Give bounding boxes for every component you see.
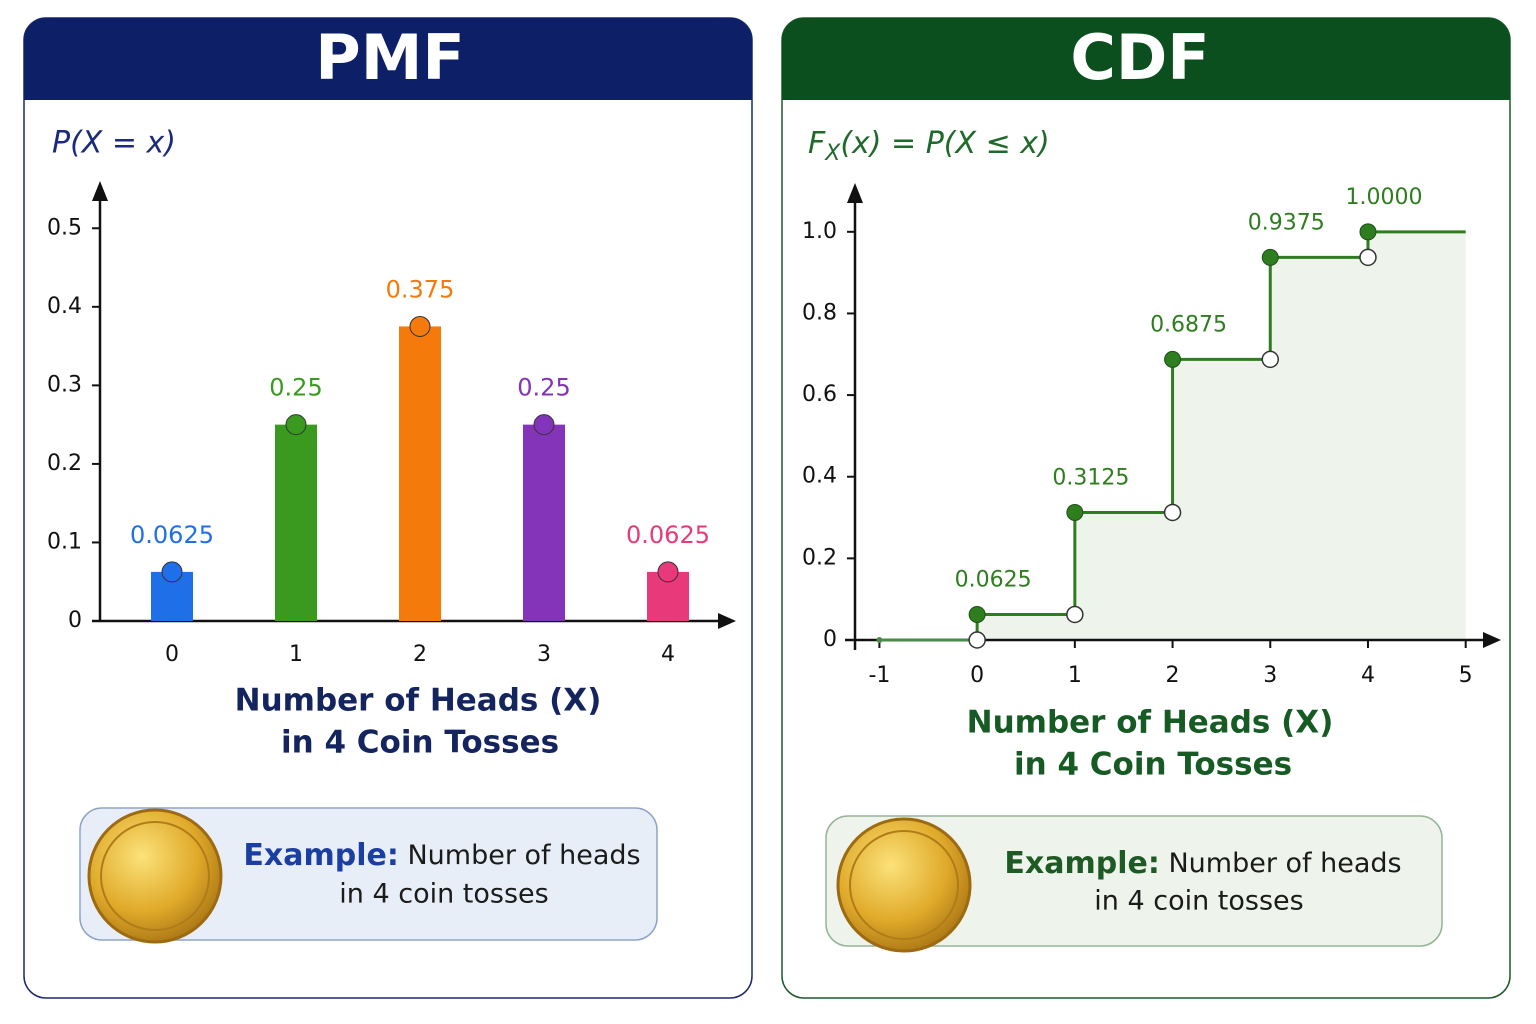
x-tick-label: -1 bbox=[868, 663, 890, 688]
coin-rim bbox=[100, 821, 210, 931]
y-tick-label: 0.4 bbox=[802, 464, 837, 489]
x-tick-label: 5 bbox=[1459, 663, 1473, 688]
panel-header bbox=[782, 18, 1510, 100]
baseline-dot bbox=[876, 637, 883, 643]
y-tick-label: 0.8 bbox=[802, 300, 837, 325]
y-tick-label: 0.2 bbox=[802, 545, 837, 570]
x-tick-label: 2 bbox=[1166, 663, 1180, 688]
y-tick-label: 1.0 bbox=[802, 219, 837, 244]
bar bbox=[275, 424, 317, 621]
x-tick-label: 1 bbox=[289, 642, 303, 667]
y-tick-label: 0.4 bbox=[47, 294, 82, 319]
y-tick-label: 0 bbox=[823, 627, 837, 652]
filled-dot bbox=[968, 605, 986, 623]
x-axis-arrow bbox=[1483, 632, 1501, 648]
y-tick-label: 0.5 bbox=[47, 215, 82, 240]
data-label: 0.375 bbox=[386, 275, 455, 303]
panel-title: CDF bbox=[1070, 21, 1209, 94]
x-axis-label: in 4 Coin Tosses bbox=[281, 725, 559, 761]
data-label: 0.0625 bbox=[130, 521, 214, 549]
y-tick-label: 0.6 bbox=[802, 382, 837, 407]
x-tick-label: 0 bbox=[970, 663, 984, 688]
coin-icon bbox=[836, 817, 972, 953]
y-axis-label: P(X = x) bbox=[52, 126, 176, 161]
x-tick-label: 4 bbox=[1361, 663, 1375, 688]
filled-dot bbox=[1261, 248, 1279, 266]
x-tick-label: 0 bbox=[165, 642, 179, 667]
open-dot bbox=[968, 631, 986, 649]
example-box bbox=[79, 807, 658, 941]
example-text: in 4 coin tosses bbox=[1094, 886, 1303, 917]
x-tick-label: 2 bbox=[413, 642, 427, 667]
y-axis-arrow bbox=[847, 183, 863, 203]
x-tick-label: 1 bbox=[1068, 663, 1082, 688]
y-axis-arrow bbox=[92, 181, 108, 201]
open-dot bbox=[1066, 605, 1084, 624]
y-tick-label: 0.3 bbox=[47, 372, 82, 397]
x-axis-arrow bbox=[718, 613, 736, 629]
bar-dot bbox=[533, 414, 555, 436]
open-dot bbox=[1163, 503, 1182, 522]
data-label: 0.0625 bbox=[955, 567, 1032, 592]
bar bbox=[399, 326, 441, 621]
y-axis-label: FX(x) = P(X ≤ x) bbox=[808, 126, 1050, 167]
filled-dot bbox=[1164, 350, 1182, 368]
bar bbox=[523, 424, 565, 621]
bar-dot bbox=[161, 561, 183, 583]
data-label: 1.0000 bbox=[1345, 185, 1422, 210]
y-tick-label: 0.1 bbox=[47, 529, 82, 554]
filled-dot bbox=[1066, 503, 1084, 521]
open-dot bbox=[1261, 350, 1280, 369]
x-axis-label: Number of Heads (X) bbox=[235, 683, 602, 719]
panel-title: PMF bbox=[315, 21, 465, 94]
panel-header bbox=[24, 18, 752, 100]
x-axis-label: Number of Heads (X) bbox=[967, 705, 1334, 741]
bar-dot bbox=[285, 414, 307, 436]
y-tick-label: 0.2 bbox=[47, 451, 82, 476]
coin-icon bbox=[87, 808, 223, 944]
x-tick-label: 3 bbox=[1263, 663, 1277, 688]
data-label: 0.0625 bbox=[626, 521, 710, 549]
bar-dot bbox=[409, 315, 431, 337]
open-dot bbox=[1359, 248, 1377, 267]
x-axis-label: in 4 Coin Tosses bbox=[1014, 747, 1292, 783]
coin-rim bbox=[849, 830, 959, 940]
example-text: in 4 coin tosses bbox=[339, 879, 548, 910]
filled-dot bbox=[1359, 223, 1377, 241]
example-box bbox=[825, 815, 1443, 947]
data-label: 0.3125 bbox=[1052, 465, 1129, 490]
y-tick-label: 0 bbox=[68, 608, 82, 633]
data-label: 0.6875 bbox=[1150, 312, 1227, 337]
example-text: Example: Number of heads bbox=[1004, 846, 1401, 881]
x-tick-label: 3 bbox=[537, 642, 551, 667]
bar-dot bbox=[657, 561, 679, 583]
data-label: 0.25 bbox=[269, 374, 322, 402]
cdf-area bbox=[977, 231, 1466, 640]
example-text: Example: Number of heads bbox=[243, 838, 640, 873]
x-tick-label: 4 bbox=[661, 642, 675, 667]
data-label: 0.25 bbox=[517, 374, 570, 402]
data-label: 0.9375 bbox=[1248, 210, 1325, 235]
